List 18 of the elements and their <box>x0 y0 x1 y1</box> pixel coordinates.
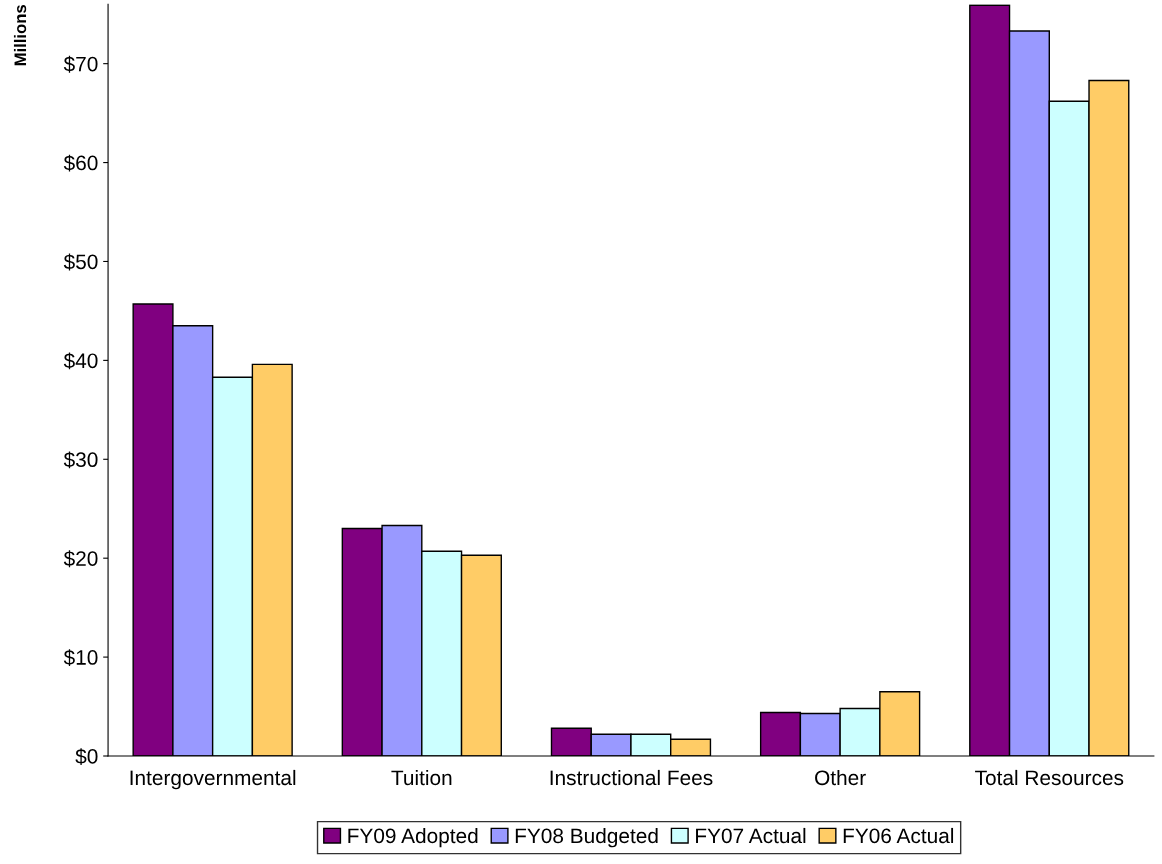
y-tick-label: $60 <box>63 154 98 172</box>
y-tick-label: $30 <box>63 451 98 469</box>
x-tick-label: Intergovernmental <box>130 769 296 790</box>
legend-label: FY08 Budgeted <box>515 827 658 848</box>
y-tick-label: $40 <box>63 352 98 370</box>
legend-label: FY07 Actual <box>696 827 806 844</box>
x-tick-label: Other <box>815 769 866 786</box>
x-tick-label: Total Resources <box>975 769 1124 786</box>
y-axis-title: Millions <box>13 5 27 66</box>
x-tick-label: Instructional Fees <box>550 769 713 786</box>
y-tick-label: $50 <box>63 253 98 271</box>
y-tick-label: $0 <box>75 748 98 765</box>
x-tick-label: Tuition <box>391 769 452 786</box>
y-tick-label: $10 <box>63 649 98 667</box>
legend-label: FY09 Adopted <box>348 827 478 848</box>
legend-label: FY06 Actual <box>843 827 954 844</box>
y-tick-label: $70 <box>63 55 98 73</box>
y-tick-label: $20 <box>63 550 98 568</box>
